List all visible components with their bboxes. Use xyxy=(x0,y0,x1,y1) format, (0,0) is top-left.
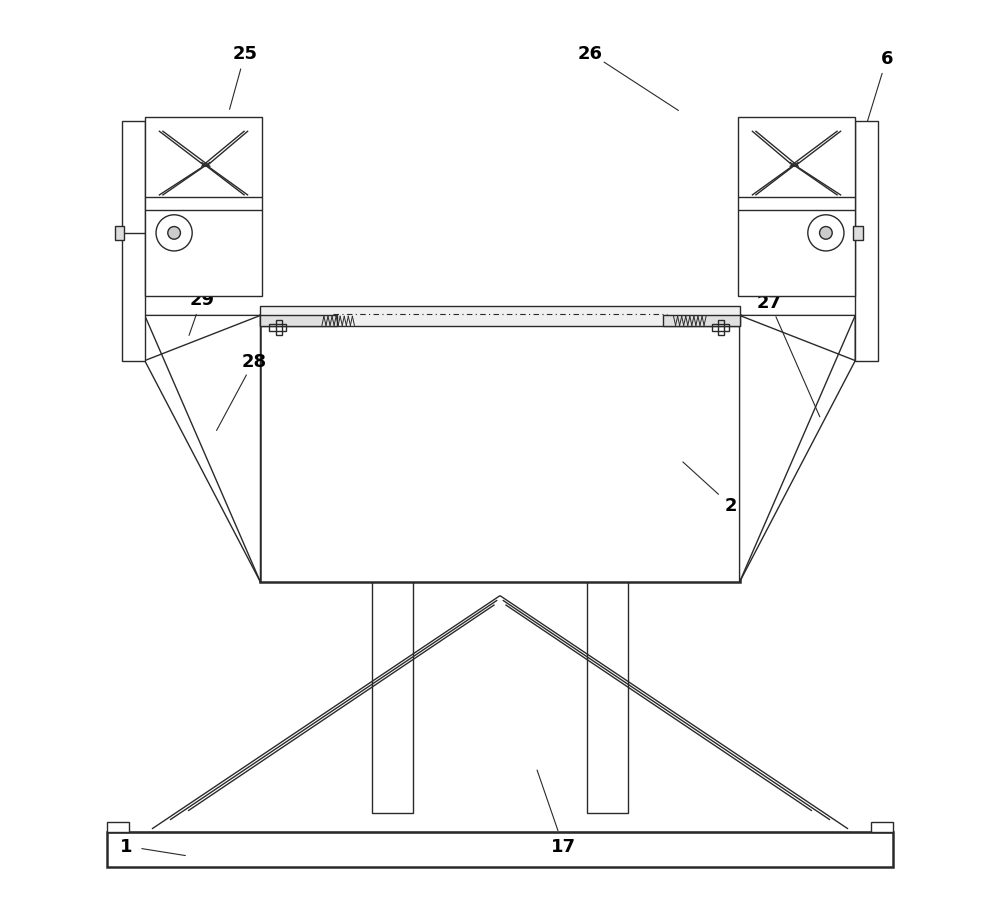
Text: 27: 27 xyxy=(757,293,782,312)
Bar xyxy=(145,117,262,296)
Bar xyxy=(587,580,628,813)
Bar xyxy=(269,324,286,331)
Bar xyxy=(276,321,282,336)
Bar xyxy=(260,307,740,327)
Text: 25: 25 xyxy=(233,45,258,63)
Bar xyxy=(738,117,855,296)
Bar xyxy=(718,321,724,336)
Bar xyxy=(107,822,129,833)
Bar xyxy=(260,316,337,327)
Text: 26: 26 xyxy=(578,45,603,63)
Bar xyxy=(663,316,740,327)
Bar xyxy=(260,316,740,582)
Text: 29: 29 xyxy=(189,291,214,309)
Circle shape xyxy=(820,228,832,240)
Circle shape xyxy=(168,228,180,240)
Bar xyxy=(115,227,124,241)
Text: 6: 6 xyxy=(881,50,893,68)
Bar xyxy=(853,227,863,241)
Text: 17: 17 xyxy=(551,837,576,855)
Bar xyxy=(871,822,893,833)
Circle shape xyxy=(156,216,192,252)
Polygon shape xyxy=(145,316,260,582)
Bar xyxy=(122,122,145,361)
Text: 1: 1 xyxy=(119,837,132,855)
Text: 2: 2 xyxy=(724,497,737,515)
Bar xyxy=(372,580,413,813)
Polygon shape xyxy=(740,316,855,582)
Bar xyxy=(107,833,893,867)
Bar xyxy=(712,324,729,331)
Bar xyxy=(855,122,878,361)
Circle shape xyxy=(808,216,844,252)
Text: 28: 28 xyxy=(242,352,267,370)
